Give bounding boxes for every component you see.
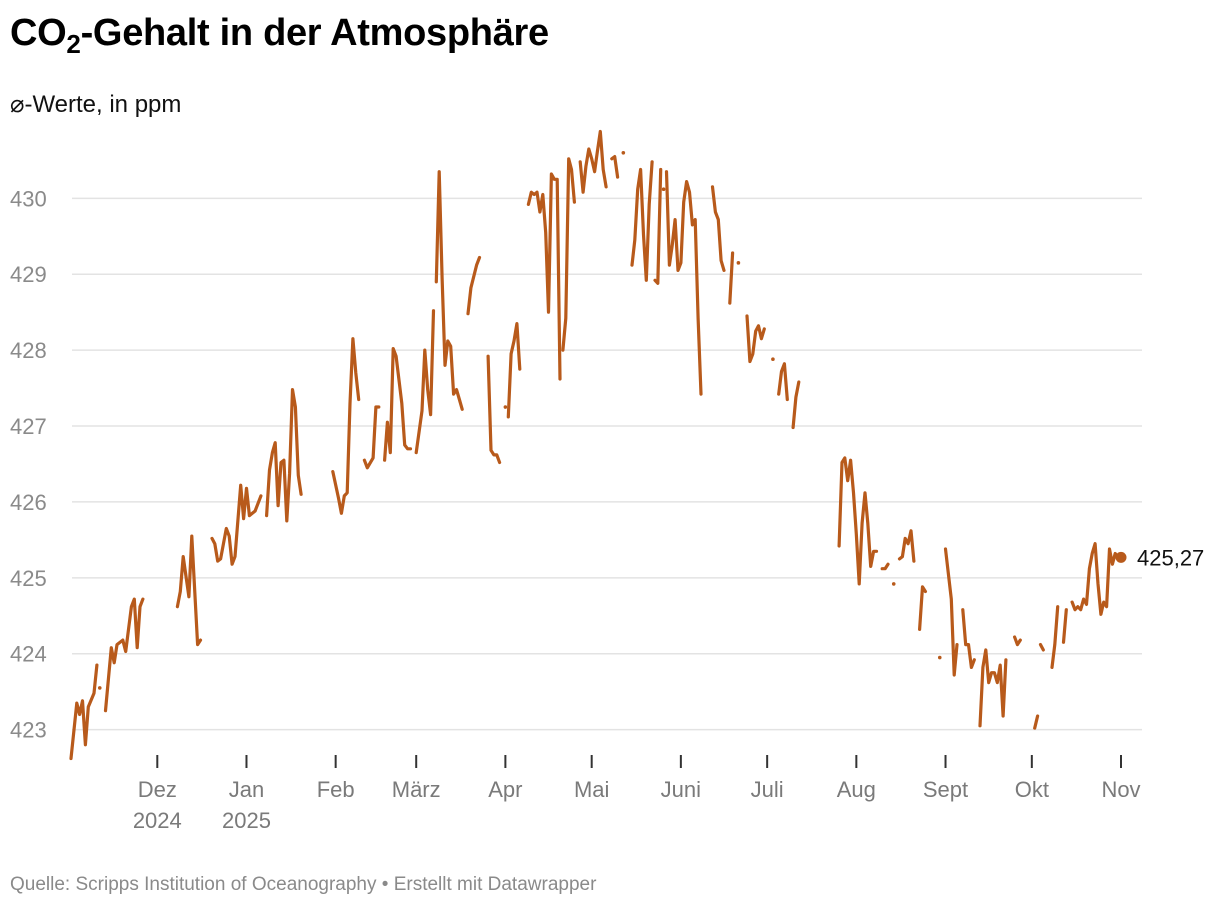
last-value-dot — [1115, 551, 1127, 563]
series-line — [1012, 635, 1022, 647]
series-line — [466, 255, 482, 316]
series-line — [434, 170, 464, 411]
series-line — [837, 456, 879, 586]
series-line — [777, 362, 789, 402]
last-value-label: 425,27 — [1137, 545, 1204, 570]
x-tick-label: Okt — [1015, 777, 1049, 802]
x-tick-label: Sept — [923, 777, 968, 802]
series-line — [383, 347, 413, 462]
series-line — [414, 309, 436, 455]
y-tick-label: 430 — [10, 186, 47, 211]
series-line — [745, 314, 766, 364]
series-line — [897, 529, 916, 563]
y-tick-label: 429 — [10, 262, 47, 287]
chart-title: CO2-Gehalt in der Atmosphäre — [10, 12, 549, 59]
series-point — [661, 187, 666, 192]
series-line — [526, 172, 562, 381]
series-line — [653, 167, 663, 285]
x-tick-label: Aug — [837, 777, 876, 802]
x-tick-label: Mai — [574, 777, 609, 802]
y-tick-label: 423 — [10, 718, 47, 743]
x-tick-label: März — [392, 777, 441, 802]
x-axis-ticks: Dez 2024 Jan 2025 Feb März Apr Mai Juni Juli Aug Se… — [133, 755, 1141, 833]
series-line — [880, 562, 890, 571]
y-tick-label: 426 — [10, 490, 47, 515]
x-tick-label: Apr — [488, 777, 522, 802]
series-line — [710, 185, 726, 272]
y-gridlines — [72, 197, 1142, 731]
series-line — [791, 380, 801, 430]
y-axis-ticks: 423 424 425 426 427 428 429 430 — [10, 186, 47, 742]
series-line — [1061, 608, 1068, 644]
series-line — [1070, 542, 1120, 616]
series-line — [265, 388, 303, 523]
series-line — [978, 648, 1008, 728]
series-line — [506, 322, 522, 419]
series-point — [736, 261, 741, 265]
x-tick-label: Dez — [138, 777, 177, 802]
series-line — [728, 251, 735, 305]
series-line — [578, 129, 608, 194]
series-line — [175, 534, 203, 647]
series-line — [69, 663, 99, 761]
y-tick-label: 424 — [10, 642, 47, 667]
series-line — [630, 160, 654, 282]
series-line — [1050, 605, 1060, 670]
series-point — [503, 405, 508, 409]
series-line — [103, 597, 145, 713]
series-point — [891, 582, 896, 586]
series-line — [664, 170, 703, 396]
x-tick-year-label: 2025 — [222, 808, 271, 833]
series-line — [210, 483, 263, 566]
series-line — [1038, 642, 1045, 652]
x-tick-year-label: 2024 — [133, 808, 182, 833]
y-tick-label: 428 — [10, 338, 47, 363]
x-tick-label: Juli — [751, 777, 784, 802]
series-point — [97, 686, 102, 690]
x-tick-label: Nov — [1101, 777, 1140, 802]
series-line — [486, 354, 502, 465]
series-point — [621, 150, 626, 155]
co2-series — [69, 129, 1120, 761]
series-line — [331, 337, 361, 515]
last-value-group: 425,27 — [1115, 545, 1204, 570]
y-tick-label: 425 — [10, 566, 47, 591]
series-line — [610, 155, 620, 179]
series-line — [943, 547, 959, 677]
series-line — [362, 405, 381, 470]
series-line — [917, 585, 928, 632]
series-line — [1033, 714, 1040, 730]
source-note: Quelle: Scripps Institution of Oceanogra… — [10, 874, 597, 895]
x-tick-label: Juni — [661, 777, 701, 802]
series-point — [771, 357, 775, 362]
series-line — [961, 608, 976, 670]
y-tick-label: 427 — [10, 414, 47, 439]
series-point — [937, 655, 942, 660]
x-tick-label: Feb — [317, 777, 355, 802]
chart-subtitle: ⌀-Werte, in ppm — [10, 91, 182, 118]
series-line — [561, 157, 577, 352]
x-tick-label: Jan — [229, 777, 264, 802]
